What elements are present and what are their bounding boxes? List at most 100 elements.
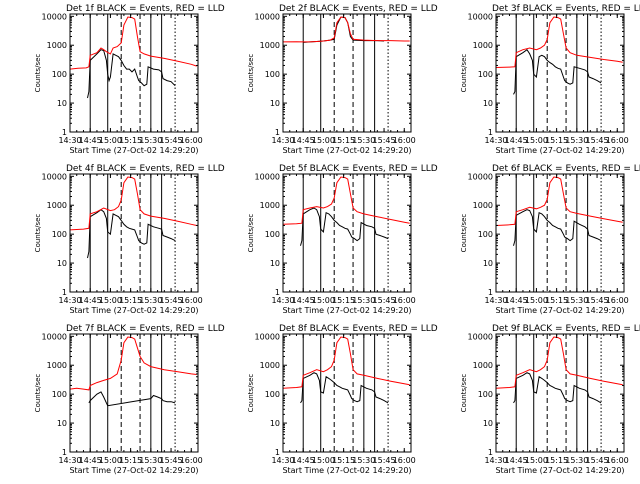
y-tick-label: 10: [57, 259, 67, 268]
series-line-events: [87, 49, 176, 99]
y-tick-label: 100: [478, 390, 493, 399]
y-tick-label: 1: [488, 128, 493, 137]
chart-title: Det 3f BLACK = Events, RED = LLD: [492, 4, 640, 14]
y-tick-label: 10: [270, 99, 280, 108]
x-tick-label: 16:00: [606, 456, 629, 465]
y-axis-label: Counts/sec: [247, 214, 255, 253]
x-tick-label: 15:00: [525, 456, 548, 465]
y-tick-label: 1: [275, 288, 280, 297]
plot-frame: [282, 13, 412, 133]
x-tick-label: 16:00: [393, 136, 416, 145]
series-line-lld: [69, 16, 197, 70]
x-axis-label: Start Time (27-Oct-02 14:29:20): [282, 306, 411, 315]
chart-panel-9: Det 9f BLACK = Events, RED = LLD 1 10 100 10…: [460, 324, 640, 475]
y-tick-label: 10000: [42, 332, 67, 341]
x-tick-label: 15:00: [312, 456, 335, 465]
x-tick-label: 15:15: [119, 136, 142, 145]
x-tick-label: 15:00: [99, 456, 122, 465]
chart-title: Det 6f BLACK = Events, RED = LLD: [492, 164, 640, 174]
series-line-events: [87, 209, 176, 259]
y-axis-label: Counts/sec: [460, 214, 468, 253]
x-tick-label: 14:30: [271, 136, 294, 145]
x-tick-label: 15:15: [545, 296, 568, 305]
y-axis-label: Counts/sec: [34, 214, 42, 253]
series-line-lld: [495, 176, 623, 226]
x-tick-label: 14:30: [271, 296, 294, 305]
y-tick-label: 10000: [255, 332, 280, 341]
y-tick-label: 1: [488, 288, 493, 297]
x-tick-label: 16:00: [606, 136, 629, 145]
y-tick-label: 10: [483, 99, 493, 108]
x-tick-label: 15:30: [139, 136, 162, 145]
x-tick-label: 15:00: [99, 296, 122, 305]
x-tick-label: 15:45: [586, 456, 609, 465]
y-tick-label: 1: [275, 128, 280, 137]
chart-panel-5: Det 5f BLACK = Events, RED = LLD 1 10 100 10…: [247, 164, 438, 315]
y-axis-label: Counts/sec: [34, 54, 42, 93]
series-line-lld: [69, 176, 197, 231]
plot-frame: [69, 333, 199, 453]
x-tick-label: 15:45: [160, 136, 183, 145]
x-tick-label: 15:00: [99, 136, 122, 145]
x-axis-label: Start Time (27-Oct-02 14:29:20): [495, 466, 624, 475]
x-tick-label: 14:30: [484, 296, 507, 305]
x-tick-label: 14:30: [484, 136, 507, 145]
x-tick-label: 14:45: [505, 136, 528, 145]
series-line-events: [300, 207, 389, 246]
x-tick-label: 14:30: [271, 456, 294, 465]
y-tick-label: 100: [52, 230, 67, 239]
y-tick-label: 10: [57, 419, 67, 428]
y-tick-label: 10: [483, 419, 493, 428]
y-tick-label: 1: [62, 448, 67, 457]
x-tick-label: 15:45: [373, 296, 396, 305]
x-tick-label: 15:30: [352, 136, 375, 145]
x-tick-label: 14:30: [58, 456, 81, 465]
y-tick-label: 100: [52, 70, 67, 79]
y-axis-label: Counts/sec: [247, 374, 255, 413]
x-tick-label: 16:00: [180, 456, 203, 465]
y-tick-label: 100: [52, 390, 67, 399]
series-line-events: [303, 16, 385, 43]
chart-title: Det 1f BLACK = Events, RED = LLD: [66, 4, 225, 14]
x-tick-label: 15:45: [586, 136, 609, 145]
plot-frame: [282, 333, 412, 453]
x-tick-label: 16:00: [393, 296, 416, 305]
y-axis-label: Counts/sec: [34, 374, 42, 413]
chart-title: Det 8f BLACK = Events, RED = LLD: [279, 324, 438, 334]
y-tick-label: 10000: [468, 332, 493, 341]
x-tick-label: 15:00: [312, 136, 335, 145]
x-tick-label: 14:30: [58, 296, 81, 305]
y-tick-label: 1000: [260, 41, 280, 50]
y-tick-label: 10000: [255, 172, 280, 181]
series-line-events: [513, 48, 602, 95]
x-tick-label: 14:30: [58, 136, 81, 145]
y-tick-label: 1: [488, 448, 493, 457]
x-axis-label: Start Time (27-Oct-02 14:29:20): [282, 466, 411, 475]
y-tick-label: 10000: [468, 12, 493, 21]
y-tick-label: 10: [270, 419, 280, 428]
x-axis-label: Start Time (27-Oct-02 14:29:20): [495, 306, 624, 315]
series-line-events: [300, 372, 389, 404]
x-tick-label: 14:30: [484, 456, 507, 465]
chart-panel-6: Det 6f BLACK = Events, RED = LLD 1 10 100 10…: [460, 164, 640, 315]
y-tick-label: 100: [265, 70, 280, 79]
x-tick-label: 14:45: [79, 456, 102, 465]
x-tick-label: 15:15: [545, 456, 568, 465]
x-axis-label: Start Time (27-Oct-02 14:29:20): [69, 466, 198, 475]
y-tick-label: 1000: [473, 201, 493, 210]
x-tick-label: 16:00: [606, 296, 629, 305]
y-tick-label: 10: [270, 259, 280, 268]
y-tick-label: 1: [275, 448, 280, 457]
y-tick-label: 10: [57, 99, 67, 108]
x-tick-label: 15:15: [332, 136, 355, 145]
y-tick-label: 1000: [473, 41, 493, 50]
x-tick-label: 14:45: [292, 456, 315, 465]
x-tick-label: 15:45: [586, 296, 609, 305]
series-line-lld: [495, 336, 623, 389]
x-tick-label: 15:00: [525, 136, 548, 145]
chart-panel-2: Det 2f BLACK = Events, RED = LLD 1 10 100 10…: [247, 4, 438, 155]
x-tick-label: 15:30: [139, 456, 162, 465]
y-tick-label: 10000: [42, 172, 67, 181]
